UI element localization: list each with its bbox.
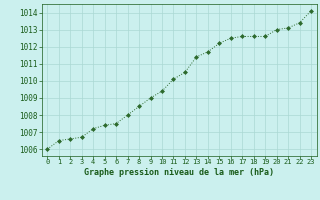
X-axis label: Graphe pression niveau de la mer (hPa): Graphe pression niveau de la mer (hPa) bbox=[84, 168, 274, 177]
